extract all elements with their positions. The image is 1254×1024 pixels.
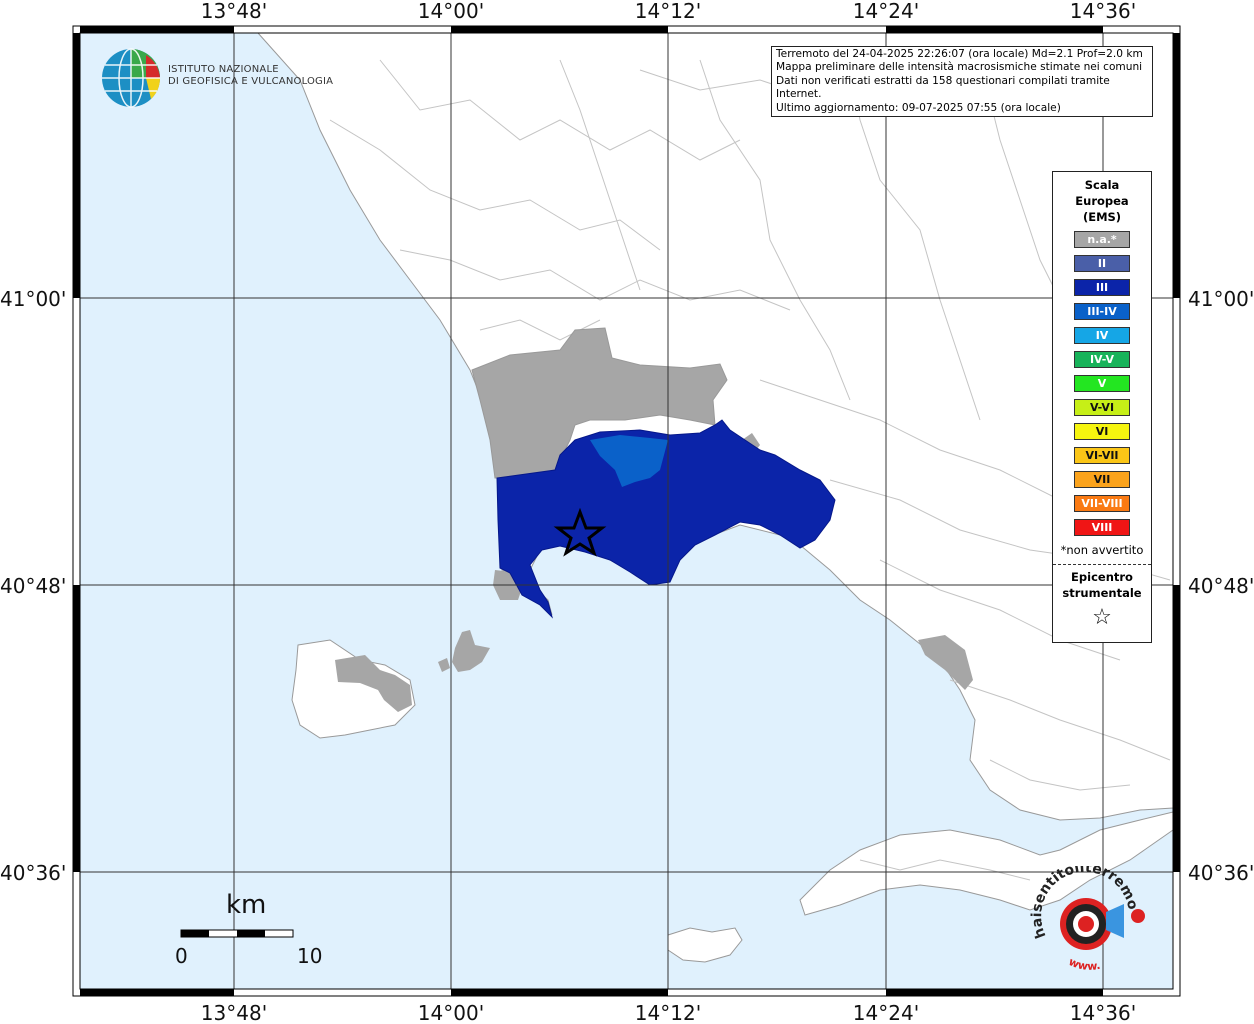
haisentito-www: www. xyxy=(1067,955,1102,973)
legend-title-3: (EMS) xyxy=(1082,210,1122,224)
lon-bottom-2: 14°00' xyxy=(418,1001,484,1024)
legend-title-1: Scala xyxy=(1084,178,1120,192)
lon-top-2: 14°00' xyxy=(418,0,484,23)
scale-unit: km xyxy=(226,890,267,920)
lat-right-1: 41°00' xyxy=(1188,287,1254,311)
lon-bottom-5: 14°36' xyxy=(1070,1001,1136,1024)
region-intensity-iii xyxy=(496,419,836,619)
event-info-line3: Dati non verificati estratti da 158 ques… xyxy=(776,74,1110,101)
legend-title: Scala Europea (EMS) xyxy=(1053,177,1151,225)
lon-bottom-3: 14°12' xyxy=(635,1001,701,1024)
svg-text:www.: www. xyxy=(1067,955,1102,973)
legend-epicentre-2: strumentale xyxy=(1062,586,1142,600)
legend-swatch-iv: IV xyxy=(1074,327,1130,344)
lon-top-4: 14°24' xyxy=(853,0,919,23)
legend-swatch-viii: VIII xyxy=(1074,519,1130,536)
lon-top-3: 14°12' xyxy=(635,0,701,23)
haisentito-logo: haisentitoilterremoto.it www. xyxy=(1023,854,1148,978)
legend-star-icon: ☆ xyxy=(1092,605,1112,630)
map-frame xyxy=(72,25,1181,997)
globe-icon xyxy=(102,48,160,108)
legend-note: *non avvertito xyxy=(1060,543,1144,557)
scale-bar: km 0 10 xyxy=(170,890,330,970)
legend-swatch-v-vi: V-VI xyxy=(1074,399,1130,416)
lon-top-5: 14°36' xyxy=(1070,0,1136,23)
lat-left-3: 40°36' xyxy=(0,861,66,885)
legend-items: n.a.* II III III-IV IV IV-V V V-VI VI VI-VII VII VI… xyxy=(1053,231,1151,536)
legend-swatch-iii-iv: III-IV xyxy=(1074,303,1130,320)
event-info-box: Terremoto del 24-04-2025 22:26:07 (ora l… xyxy=(771,46,1153,118)
ingv-name-line2: DI GEOFISICA E VULCANOLOGIA xyxy=(168,76,334,87)
legend-swatch-vii-viii: VII-VIII xyxy=(1074,495,1130,512)
lat-left-2: 40°48' xyxy=(0,574,66,598)
event-info-line4: Ultimo aggiornamento: 09-07-2025 07:55 (… xyxy=(776,101,1061,114)
scale-start: 0 xyxy=(175,944,188,968)
ingv-logo xyxy=(101,47,341,111)
event-info-line2: Mappa preliminare delle intensità macros… xyxy=(776,61,1143,74)
legend-swatch-iv-v: IV-V xyxy=(1074,351,1130,368)
lon-bottom-4: 14°24' xyxy=(853,1001,919,1024)
ems-legend: Scala Europea (EMS) n.a.* II III III-IV IV IV… xyxy=(1052,171,1152,643)
legend-epicentre: Epicentro strumentale xyxy=(1053,569,1151,601)
lon-bottom-1: 13°48' xyxy=(201,1001,267,1024)
region-na-sorrento xyxy=(918,635,973,690)
legend-swatch-vii: VII xyxy=(1074,471,1130,488)
scale-bar-graphic xyxy=(180,929,294,938)
ingv-name-line1: ISTITUTO NAZIONALE xyxy=(168,64,279,75)
legend-epicentre-1: Epicentro xyxy=(1071,570,1133,584)
legend-swatch-ii: II xyxy=(1074,255,1130,272)
legend-title-2: Europea xyxy=(1075,194,1129,208)
island-procida xyxy=(452,630,490,672)
lat-right-3: 40°36' xyxy=(1188,861,1254,885)
lat-right-2: 40°48' xyxy=(1188,574,1254,598)
legend-swatch-n-a: n.a.* xyxy=(1074,231,1130,248)
legend-swatch-vi: VI xyxy=(1074,423,1130,440)
island-vivara xyxy=(438,658,450,672)
ingv-name: ISTITUTO NAZIONALE DI GEOFISICA E VULCAN… xyxy=(168,64,333,88)
region-intensity-iii-iv xyxy=(590,435,668,487)
lat-left-1: 41°00' xyxy=(0,287,66,311)
legend-swatch-iii: III xyxy=(1074,279,1130,296)
legend-separator xyxy=(1053,564,1151,565)
event-info-line1: Terremoto del 24-04-2025 22:26:07 (ora l… xyxy=(776,48,1143,60)
target-icon: haisentitoilterremoto.it www. xyxy=(1023,854,1145,973)
lon-top-1: 13°48' xyxy=(201,0,267,23)
island-capri xyxy=(667,927,743,963)
legend-swatch-vi-vii: VI-VII xyxy=(1074,447,1130,464)
scale-end: 10 xyxy=(297,944,323,968)
island-ischia-na xyxy=(335,655,412,712)
legend-swatch-v: V xyxy=(1074,375,1130,392)
epicentre-star xyxy=(553,507,607,557)
